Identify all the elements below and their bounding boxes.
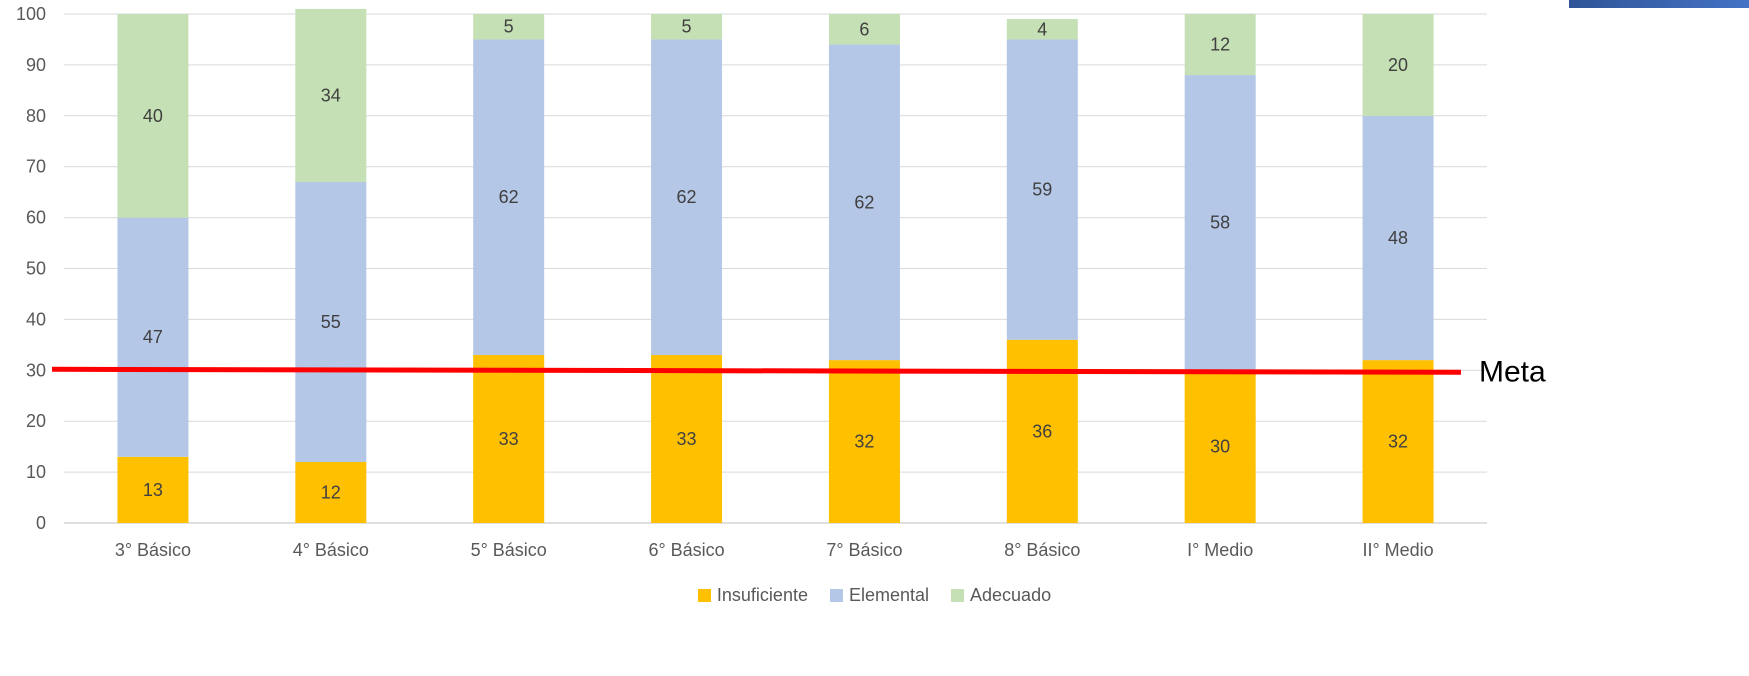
data-label: 33 — [677, 429, 697, 449]
legend-item-adecuado: Adecuado — [951, 585, 1051, 606]
data-label: 48 — [1388, 228, 1408, 248]
bar-insuficiente-7 — [1362, 360, 1434, 523]
bar-insuficiente-2 — [473, 355, 545, 523]
bar-insuficiente-1 — [295, 461, 367, 523]
y-tick-label: 100 — [16, 4, 46, 24]
data-label: 58 — [1210, 213, 1230, 233]
bar-elemental-6 — [1184, 75, 1256, 371]
x-tick-label: 5° Básico — [471, 540, 547, 560]
y-tick-label: 10 — [26, 462, 46, 482]
bar-insuficiente-3 — [651, 355, 723, 523]
data-label: 12 — [321, 482, 341, 502]
data-labels: 13 47 40 12 55 34 33 62 5 33 62 5 32 62 6 36 59 4 30 58 12 32… — [143, 17, 1408, 503]
x-tick-label: 3° Básico — [115, 540, 191, 560]
bars — [117, 8, 1434, 523]
gridlines — [64, 13, 1487, 524]
bar-elemental-3 — [651, 39, 723, 356]
bar-insuficiente-6 — [1184, 370, 1256, 523]
y-axis: 0 10 20 30 40 50 60 70 80 90 100 — [16, 4, 46, 533]
legend-item-elemental: Elemental — [829, 584, 930, 606]
bar-adecuado-7 — [1362, 14, 1434, 116]
x-tick-label: 8° Básico — [1004, 540, 1080, 560]
data-label: 59 — [1032, 180, 1052, 200]
bar-elemental-0 — [117, 217, 189, 457]
data-label: 5 — [682, 17, 692, 37]
bar-adecuado-5 — [1006, 19, 1078, 40]
legend-swatch — [951, 588, 965, 602]
bar-insuficiente-4 — [828, 360, 900, 523]
data-label: 13 — [143, 480, 163, 500]
x-tick-label: I° Medio — [1187, 540, 1253, 560]
data-label: 36 — [1032, 421, 1052, 441]
meta-label: Meta — [1479, 355, 1546, 388]
data-label: 62 — [677, 187, 697, 207]
data-label: 47 — [143, 327, 163, 347]
y-tick-label: 90 — [26, 55, 46, 75]
y-tick-label: 70 — [26, 157, 46, 177]
bar-adecuado-0 — [117, 14, 189, 218]
legend-swatch — [829, 588, 843, 602]
data-label: 62 — [499, 187, 519, 207]
data-label: 40 — [143, 106, 163, 126]
legend-label: Elemental — [848, 584, 930, 605]
bar-elemental-1 — [295, 181, 367, 462]
bar-adecuado-3 — [651, 14, 723, 40]
x-axis: 3° Básico 4° Básico 5° Básico 6° Básico 7° B… — [115, 540, 1434, 560]
data-label: 20 — [1388, 55, 1408, 75]
legend-label: Insuficiente — [716, 584, 808, 605]
data-label: 33 — [499, 429, 519, 449]
legend-label: Adecuado — [970, 584, 1052, 605]
bar-elemental-2 — [473, 39, 545, 356]
bar-adecuado-2 — [473, 14, 545, 40]
data-label: 62 — [854, 192, 874, 212]
data-label: 32 — [854, 432, 874, 452]
data-label: 34 — [321, 85, 341, 105]
bar-elemental-7 — [1362, 115, 1434, 361]
legend-item-insuficiente: Insuficiente — [697, 584, 808, 606]
bar-elemental-5 — [1006, 39, 1078, 340]
y-tick-label: 50 — [26, 259, 46, 279]
meta-reference: Meta — [51, 355, 1546, 388]
bar-adecuado-4 — [828, 14, 900, 45]
data-label: 55 — [321, 312, 341, 332]
bar-elemental-4 — [828, 44, 900, 361]
data-label: 4 — [1037, 19, 1047, 39]
x-tick-label: II° Medio — [1362, 540, 1433, 560]
bar-adecuado-1 — [295, 8, 367, 182]
y-tick-label: 60 — [26, 208, 46, 228]
meta-line — [51, 366, 1462, 375]
data-label: 6 — [859, 19, 869, 39]
bar-adecuado-6 — [1184, 14, 1256, 76]
y-tick-label: 30 — [26, 360, 46, 380]
data-label: 5 — [504, 17, 514, 37]
y-tick-label: 0 — [36, 513, 46, 533]
bar-insuficiente-0 — [117, 456, 189, 523]
legend: Insuficiente Elemental Adecuado — [0, 580, 1749, 610]
y-tick-label: 40 — [26, 309, 46, 329]
data-label: 30 — [1210, 437, 1230, 457]
legend-swatch — [697, 588, 711, 602]
x-tick-label: 4° Básico — [293, 540, 369, 560]
y-tick-label: 20 — [26, 411, 46, 431]
y-tick-label: 80 — [26, 106, 46, 126]
corner-decoration — [1569, 0, 1749, 8]
data-label: 32 — [1388, 432, 1408, 452]
x-tick-label: 7° Básico — [826, 540, 902, 560]
x-tick-label: 6° Básico — [648, 540, 724, 560]
data-label: 12 — [1210, 35, 1230, 55]
